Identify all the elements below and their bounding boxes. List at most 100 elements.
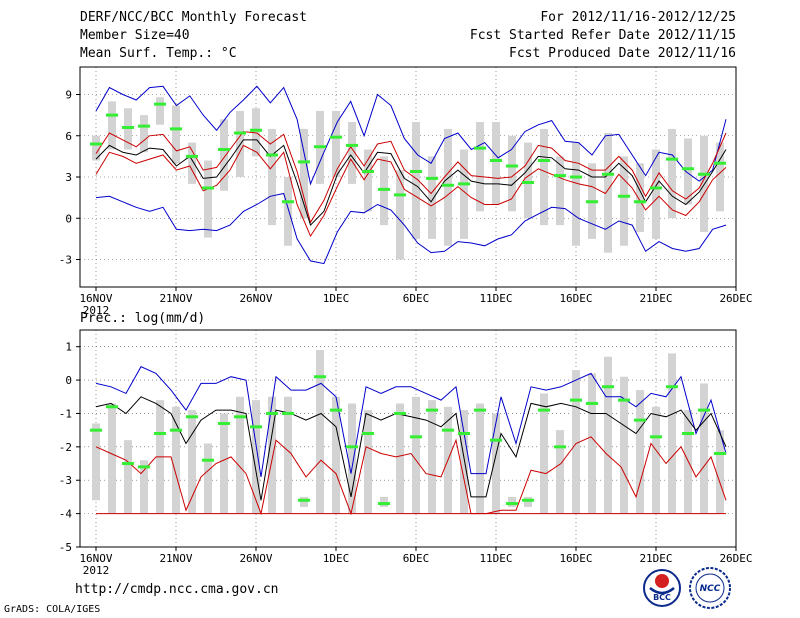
logos: BCC NCC — [643, 567, 731, 609]
temp-bar-13 — [284, 177, 292, 246]
temp-xtick-label: 21NOV — [159, 292, 192, 305]
temp-bar-37 — [668, 128, 676, 219]
prec-ytick-label: -1 — [59, 407, 72, 420]
prec-bar-37 — [668, 353, 676, 514]
temp-bar-31 — [572, 142, 580, 246]
temp-bar-1 — [92, 135, 100, 161]
temp-bar-35 — [636, 163, 644, 232]
temp-bar-26 — [492, 122, 500, 205]
prec-bar-24 — [460, 410, 468, 514]
prec-xtick-label: 21DEC — [639, 552, 672, 565]
prec-bar-18 — [364, 410, 372, 514]
prec-bar-28 — [524, 496, 532, 507]
temp-bar-30 — [556, 156, 564, 226]
temp-bar-5 — [156, 97, 164, 125]
ncc-logo: NCC — [689, 567, 731, 609]
temp-bar-38 — [684, 138, 692, 205]
prec-line-max — [95, 366, 727, 477]
prec-ytick-label: 0 — [65, 374, 72, 387]
prec-ytick-label: -5 — [59, 541, 72, 554]
prec-line-mean — [95, 396, 727, 501]
temp-line-upper — [95, 131, 727, 224]
temp-bar-14 — [300, 128, 308, 219]
temp-year-label: 2012 — [83, 304, 110, 317]
prec-bar-22 — [428, 400, 436, 514]
prec-bar-2 — [108, 403, 116, 514]
prec-xtick-label: 1DEC — [323, 552, 350, 565]
temp-bar-27 — [508, 135, 516, 212]
temp-line-lower — [95, 144, 727, 238]
prec-bar-35 — [636, 390, 644, 514]
prec-bar-12 — [268, 396, 276, 514]
prec-xtick-label: 16NOV — [79, 552, 112, 565]
temp-bar-9 — [220, 119, 228, 191]
prec-xtick-label: 16DEC — [559, 552, 592, 565]
temp-bar-36 — [652, 149, 660, 239]
temp-bar-4 — [140, 115, 148, 153]
temp-bar-2 — [108, 101, 116, 150]
prec-xtick-label: 6DEC — [403, 552, 430, 565]
temp-bar-25 — [476, 122, 484, 212]
variable-label-temp: Mean Surf. Temp.: °C — [80, 46, 237, 61]
bcc-logo-text: BCC — [653, 593, 671, 602]
temp-ytick-label: 0 — [65, 212, 72, 225]
temp-xtick-label: 21DEC — [639, 292, 672, 305]
prec-bar-36 — [652, 406, 660, 514]
prec-bar-40 — [716, 430, 724, 514]
prec-bar-34 — [620, 376, 628, 514]
temp-bar-34 — [620, 156, 628, 246]
temp-bar-11 — [252, 108, 260, 157]
prec-bar-21 — [412, 396, 420, 514]
prec-xtick-label: 26NOV — [239, 552, 272, 565]
temp-xtick-label: 16DEC — [559, 292, 592, 305]
temp-bar-20 — [396, 170, 404, 260]
prec-bar-31 — [572, 370, 580, 514]
temp-bar-40 — [716, 142, 724, 212]
prec-xtick-label: 11DEC — [479, 552, 512, 565]
member-size: Member Size=40 — [80, 28, 190, 43]
temp-bar-7 — [188, 142, 196, 184]
prec-ytick-label: -3 — [59, 474, 72, 487]
prec-bar-9 — [220, 413, 228, 514]
forecast-started: Fcst Started Refer Date 2012/11/15 — [469, 28, 736, 43]
temp-bar-29 — [540, 128, 548, 226]
temp-bar-24 — [460, 149, 468, 239]
prec-bar-10 — [236, 396, 244, 514]
temp-bar-17 — [348, 122, 356, 184]
prec-bar-26 — [492, 413, 500, 514]
prec-bar-19 — [380, 496, 388, 507]
temp-ytick-label: 9 — [65, 89, 72, 102]
prec-bar-11 — [252, 400, 260, 514]
prec-bar-17 — [348, 403, 356, 514]
prec-bar-6 — [172, 406, 180, 514]
ncc-logo-text: NCC — [700, 584, 721, 594]
prec-bar-39 — [700, 383, 708, 514]
source-url[interactable]: http://cmdp.ncc.cma.gov.cn — [75, 582, 279, 597]
prec-ytick-label: -2 — [59, 441, 72, 454]
temp-ytick-label: 3 — [65, 171, 72, 184]
prec-bar-16 — [332, 396, 340, 514]
prec-bar-15 — [316, 350, 324, 514]
temp-bar-22 — [428, 156, 436, 239]
temp-xtick-label: 1DEC — [323, 292, 350, 305]
prec-bar-29 — [540, 393, 548, 514]
forecast-period: For 2012/11/16-2012/12/25 — [540, 10, 736, 25]
temp-xtick-label: 26DEC — [719, 292, 752, 305]
prec-xtick-label: 26DEC — [719, 552, 752, 565]
variable-label-prec: Prec.: log(mm/d) — [80, 311, 206, 326]
temp-xtick-label: 16NOV — [79, 292, 112, 305]
temp-xtick-label: 26NOV — [239, 292, 272, 305]
prec-bar-20 — [396, 403, 404, 514]
temp-ytick-label: 6 — [65, 130, 72, 143]
prec-year-label: 2012 — [83, 564, 110, 577]
prec-bar-25 — [476, 403, 484, 514]
prec-bar-30 — [556, 430, 564, 514]
prec-bar-3 — [124, 440, 132, 514]
temp-xtick-label: 11DEC — [479, 292, 512, 305]
forecast-produced: Fcst Produced Date 2012/11/16 — [509, 46, 736, 61]
prec-bar-7 — [188, 410, 196, 514]
prec-bar-32 — [588, 373, 596, 514]
prec-bar-1 — [92, 423, 100, 501]
